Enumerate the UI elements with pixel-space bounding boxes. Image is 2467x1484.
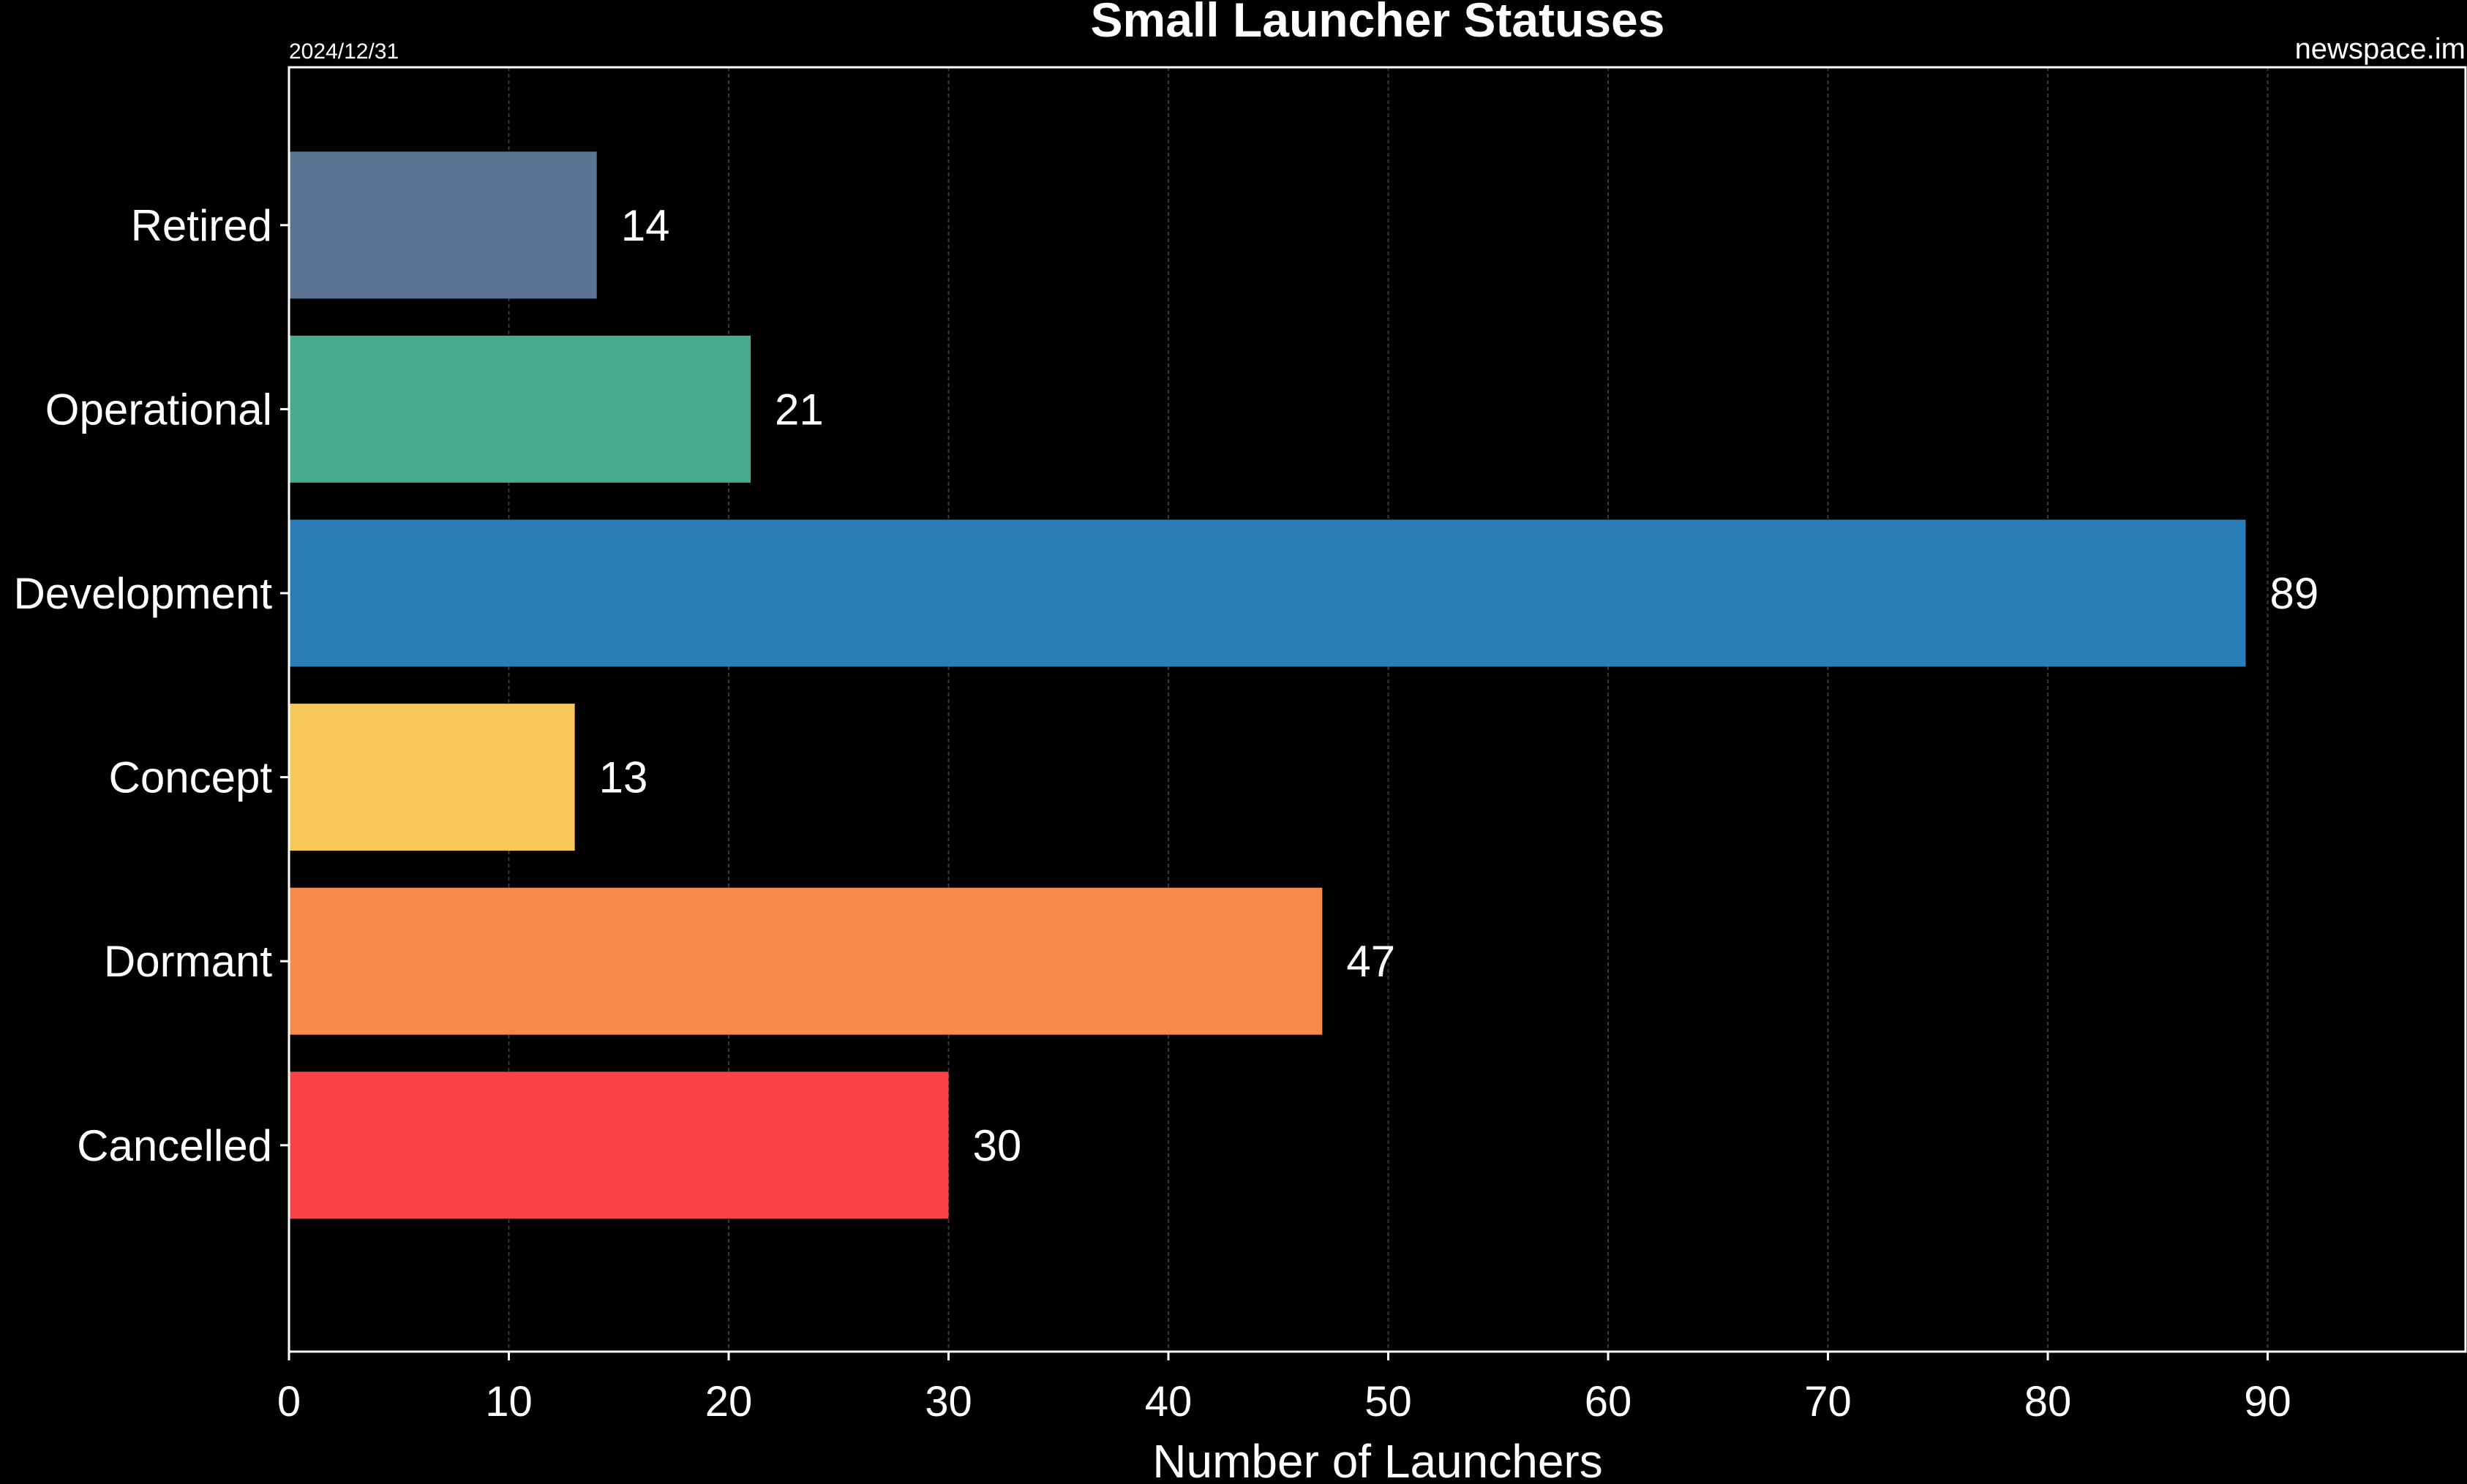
x-tick-label-90: 90 bbox=[2244, 1378, 2291, 1425]
x-tick-label-30: 30 bbox=[925, 1378, 972, 1425]
bar-development bbox=[289, 519, 2246, 667]
bar-cancelled bbox=[289, 1071, 949, 1219]
value-label-retired: 14 bbox=[621, 201, 670, 250]
bar-operational bbox=[289, 335, 751, 483]
value-label-dormant: 47 bbox=[1346, 937, 1395, 986]
x-tick-label-80: 80 bbox=[2024, 1378, 2072, 1425]
category-label-retired: Retired bbox=[131, 201, 272, 250]
x-tick-label-50: 50 bbox=[1364, 1378, 1412, 1425]
x-tick-label-60: 60 bbox=[1585, 1378, 1632, 1425]
x-axis-ticks: 0 10 20 30 40 50 60 70 80 90 bbox=[277, 1352, 2291, 1425]
value-label-development: 89 bbox=[2269, 569, 2318, 618]
bars: 14 21 89 13 47 30 bbox=[289, 151, 2318, 1219]
value-label-operational: 21 bbox=[775, 385, 824, 434]
value-label-cancelled: 30 bbox=[973, 1121, 1022, 1170]
date-label: 2024/12/31 bbox=[289, 39, 399, 64]
bar-concept bbox=[289, 704, 575, 851]
y-axis-ticks: Retired Operational Development Concept Dorm… bbox=[13, 201, 289, 1170]
category-label-operational: Operational bbox=[45, 385, 272, 434]
category-label-development: Development bbox=[13, 569, 272, 618]
value-label-concept: 13 bbox=[599, 753, 648, 802]
x-tick-label-40: 40 bbox=[1145, 1378, 1193, 1425]
category-label-concept: Concept bbox=[109, 753, 273, 802]
plot-frame bbox=[288, 66, 2467, 1353]
x-tick-label-70: 70 bbox=[1804, 1378, 1852, 1425]
category-label-cancelled: Cancelled bbox=[77, 1121, 272, 1170]
source-label: newspace.im bbox=[2295, 33, 2466, 65]
x-axis-label: Number of Launchers bbox=[1152, 1435, 1602, 1484]
chart-title: Small Launcher Statuses bbox=[1091, 0, 1665, 47]
category-label-dormant: Dormant bbox=[104, 937, 272, 986]
bar-dormant bbox=[289, 887, 1323, 1035]
x-tick-label-0: 0 bbox=[277, 1378, 301, 1425]
x-tick-label-20: 20 bbox=[705, 1378, 753, 1425]
bar-retired bbox=[289, 151, 597, 299]
x-tick-label-10: 10 bbox=[485, 1378, 533, 1425]
